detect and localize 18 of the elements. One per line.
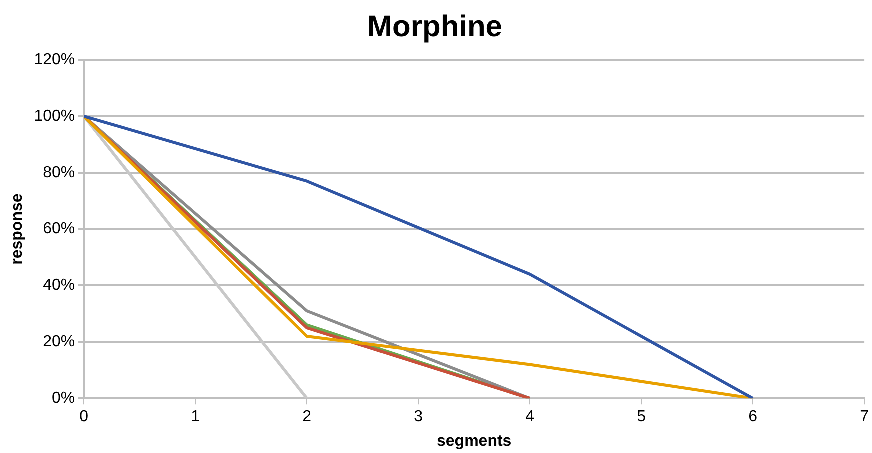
x-axis-title: segments — [436, 432, 512, 450]
x-tick-label: 1 — [191, 408, 200, 426]
x-tick-label: 2 — [302, 408, 312, 426]
x-tick-label: 7 — [860, 408, 870, 426]
y-tick-label: 120% — [34, 51, 76, 68]
y-tick-label: 60% — [43, 220, 76, 238]
y-tick-label: 0% — [52, 390, 76, 408]
y-tick-label: 100% — [34, 108, 76, 125]
y-tick-label: 80% — [43, 164, 76, 182]
y-tick-label: 20% — [43, 334, 76, 351]
y-axis-title: response — [9, 194, 26, 265]
y-tick-label: 40% — [43, 277, 76, 294]
chart-title: Morphine — [368, 10, 502, 44]
x-tick-label: 0 — [80, 408, 89, 426]
x-tick-label: 5 — [637, 408, 646, 426]
x-tick-label: 3 — [414, 408, 424, 426]
x-tick-label: 6 — [748, 408, 758, 426]
x-tick-label: 4 — [526, 408, 535, 426]
